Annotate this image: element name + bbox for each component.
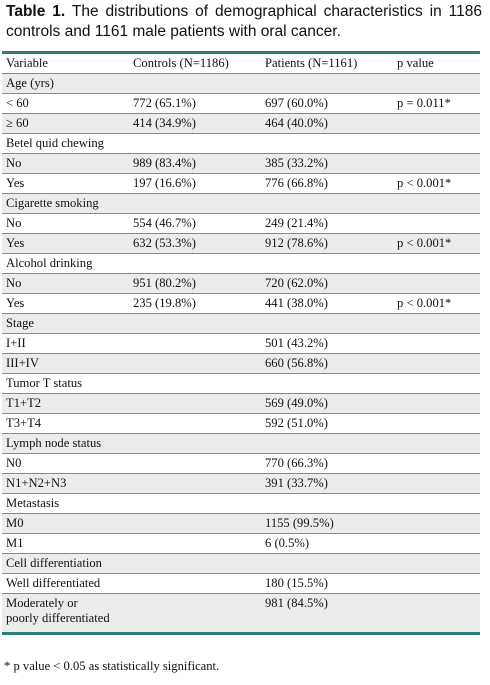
patients-cell: 569 (49.0%)	[265, 396, 328, 410]
table-caption: Table 1. The distributions of demographi…	[6, 2, 482, 42]
variable-cell: T3+T4	[6, 416, 42, 430]
patients-cell: 501 (43.2%)	[265, 336, 328, 350]
variable-cell: Cell differentiation	[6, 556, 102, 570]
variable-cell: N0	[6, 456, 22, 470]
variable-cell: Yes	[6, 236, 25, 250]
variable-cell: Metastasis	[6, 496, 60, 510]
table-row: I+II 501 (43.2%)	[2, 333, 480, 353]
table-group-row: Metastasis	[2, 493, 480, 513]
variable-cell: Betel quid chewing	[6, 136, 104, 150]
table-row: No 989 (83.4%) 385 (33.2%)	[2, 153, 480, 173]
controls-cell: 235 (19.8%)	[133, 296, 196, 310]
patients-cell: 385 (33.2%)	[265, 156, 328, 170]
table-row: N1+N2+N3 391 (33.7%)	[2, 473, 480, 493]
table-group-row: Betel quid chewing	[2, 133, 480, 153]
variable-cell: Moderately or poorly differentiated	[6, 596, 110, 625]
caption-text: The distributions of demographical chara…	[6, 3, 482, 40]
table-body: Variable Controls (N=1186) Patients (N=116…	[2, 54, 480, 632]
controls-cell: 197 (16.6%)	[133, 176, 196, 190]
patients-cell: 6 (0.5%)	[265, 536, 310, 550]
variable-cell: < 60	[6, 96, 29, 110]
table-row: Yes 632 (53.3%) 912 (78.6%) p < 0.001*	[2, 233, 480, 253]
variable-cell: III+IV	[6, 356, 39, 370]
table-header-row: Variable Controls (N=1186) Patients (N=116…	[2, 54, 480, 73]
table-bottom-rule	[2, 632, 480, 635]
patients-cell: 981 (84.5%)	[265, 596, 328, 610]
p-value-cell: p < 0.001*	[397, 236, 452, 250]
table-row: < 60 772 (65.1%) 697 (60.0%) p = 0.011*	[2, 93, 480, 113]
patients-cell: 592 (51.0%)	[265, 416, 328, 430]
controls-cell: 951 (80.2%)	[133, 276, 196, 290]
variable-cell: Yes	[6, 296, 25, 310]
patients-cell: 912 (78.6%)	[265, 236, 328, 250]
table-row: No 554 (46.7%) 249 (21.4%)	[2, 213, 480, 233]
controls-cell: 414 (34.9%)	[133, 116, 196, 130]
p-value-cell: p < 0.001*	[397, 176, 452, 190]
variable-cell: I+II	[6, 336, 26, 350]
variable-cell: Cigarette smoking	[6, 196, 99, 210]
table-row: M0 1155 (99.5%)	[2, 513, 480, 533]
table-top-rule	[2, 51, 480, 54]
controls-cell: 772 (65.1%)	[133, 96, 196, 110]
variable-cell: Stage	[6, 316, 34, 330]
table-row: T1+T2 569 (49.0%)	[2, 393, 480, 413]
table-group-row: Stage	[2, 313, 480, 333]
caption-label: Table 1.	[6, 3, 66, 20]
column-header: Controls (N=1186)	[133, 56, 229, 70]
patients-cell: 391 (33.7%)	[265, 476, 328, 490]
patients-cell: 776 (66.8%)	[265, 176, 328, 190]
variable-cell: Lymph node status	[6, 436, 102, 450]
p-value-cell: p = 0.011*	[397, 96, 451, 110]
controls-cell: 989 (83.4%)	[133, 156, 196, 170]
patients-cell: 441 (38.0%)	[265, 296, 328, 310]
table-row: ≥ 60 414 (34.9%) 464 (40.0%)	[2, 113, 480, 133]
variable-cell: Age (yrs)	[6, 76, 54, 90]
table-group-row: Cell differentiation	[2, 553, 480, 573]
table-row: Well differentiated 180 (15.5%)	[2, 573, 480, 593]
table-group-row: Alcohol drinking	[2, 253, 480, 273]
table-group-row: Age (yrs)	[2, 73, 480, 93]
variable-cell: N1+N2+N3	[6, 476, 67, 490]
table-group-row: Cigarette smoking	[2, 193, 480, 213]
table-row: N0 770 (66.3%)	[2, 453, 480, 473]
patients-cell: 770 (66.3%)	[265, 456, 328, 470]
variable-cell: ≥ 60	[6, 116, 29, 130]
table-row: M1 6 (0.5%)	[2, 533, 480, 553]
controls-cell: 632 (53.3%)	[133, 236, 196, 250]
table-row: Moderately or poorly differentiated 981 (…	[2, 593, 480, 632]
table-row: Yes 235 (19.8%) 441 (38.0%) p < 0.001*	[2, 293, 480, 313]
patients-cell: 180 (15.5%)	[265, 576, 328, 590]
controls-cell: 554 (46.7%)	[133, 216, 196, 230]
patients-cell: 1155 (99.5%)	[265, 516, 334, 530]
patients-cell: 660 (56.8%)	[265, 356, 328, 370]
variable-cell: No	[6, 216, 22, 230]
variable-cell: Well differentiated	[6, 576, 101, 590]
variable-cell: Yes	[6, 176, 25, 190]
table-footnote: * p value < 0.05 as statistically signif…	[4, 659, 220, 673]
patients-cell: 720 (62.0%)	[265, 276, 328, 290]
demographics-table: Variable Controls (N=1186) Patients (N=116…	[2, 51, 480, 635]
variable-cell: M0	[6, 516, 24, 530]
p-value-cell: p < 0.001*	[397, 296, 452, 310]
table-row: Yes 197 (16.6%) 776 (66.8%) p < 0.001*	[2, 173, 480, 193]
patients-cell: 697 (60.0%)	[265, 96, 328, 110]
table-row: III+IV 660 (56.8%)	[2, 353, 480, 373]
table-group-row: Tumor T status	[2, 373, 480, 393]
variable-cell: Alcohol drinking	[6, 256, 93, 270]
variable-cell: No	[6, 276, 22, 290]
table-row: No 951 (80.2%) 720 (62.0%)	[2, 273, 480, 293]
column-header: Patients (N=1161)	[265, 56, 358, 70]
variable-cell: T1+T2	[6, 396, 42, 410]
patients-cell: 249 (21.4%)	[265, 216, 328, 230]
patients-cell: 464 (40.0%)	[265, 116, 328, 130]
variable-cell: M1	[6, 536, 24, 550]
column-header: Variable	[6, 56, 48, 70]
column-header: p value	[397, 56, 434, 70]
variable-cell: Tumor T status	[6, 376, 83, 390]
table-group-row: Lymph node status	[2, 433, 480, 453]
variable-cell: No	[6, 156, 22, 170]
table-row: T3+T4 592 (51.0%)	[2, 413, 480, 433]
